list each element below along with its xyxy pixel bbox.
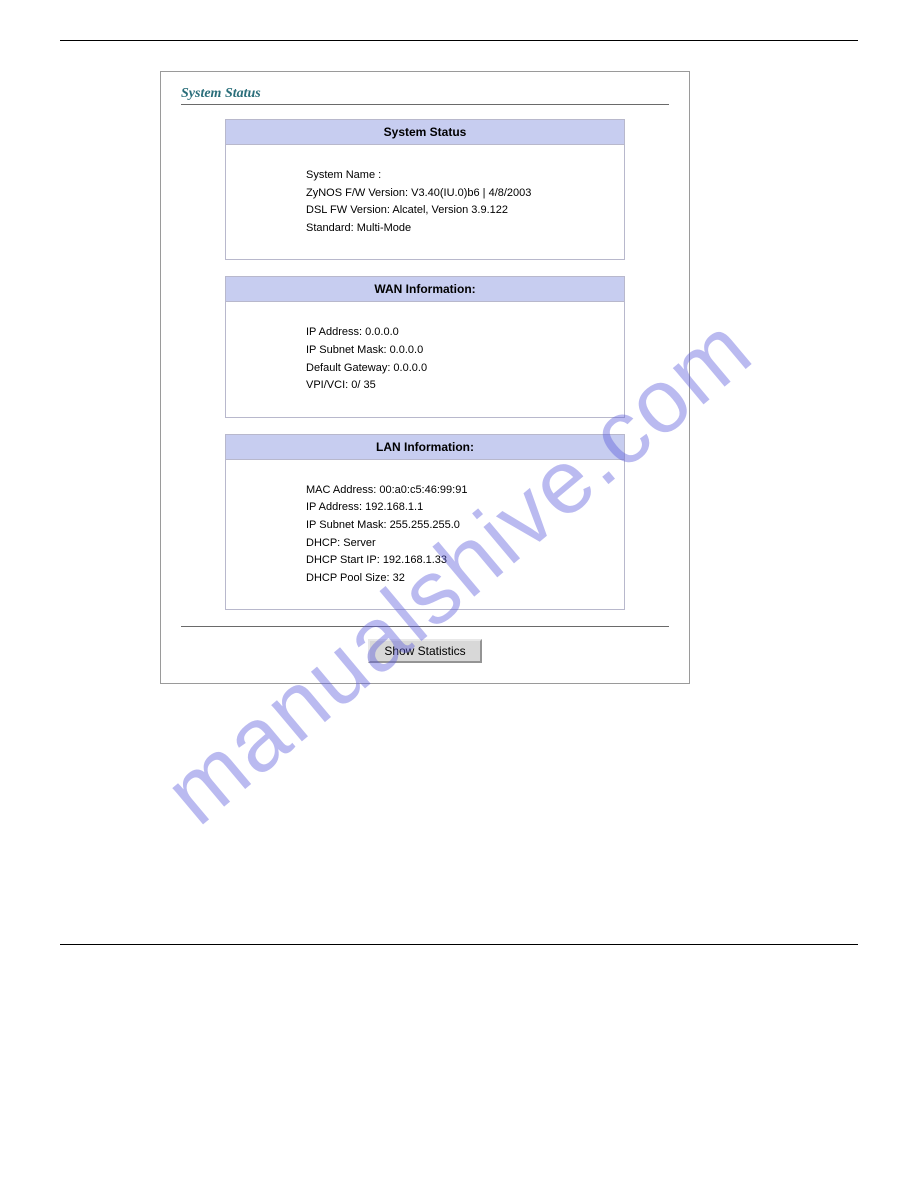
lan-subnet-row: IP Subnet Mask: 255.255.255.0 [306, 517, 604, 535]
wan-body: IP Address: 0.0.0.0 IP Subnet Mask: 0.0.… [226, 302, 624, 416]
standard-row: Standard: Multi-Mode [306, 220, 604, 238]
wan-header: WAN Information: [226, 277, 624, 302]
wan-vpivci-row: VPI/VCI: 0/ 35 [306, 377, 604, 395]
dsl-fw-row: DSL FW Version: Alcatel, Version 3.9.122 [306, 202, 604, 220]
title-rule [181, 104, 669, 105]
lan-dhcp-row: DHCP: Server [306, 535, 604, 553]
page-bottom-rule [60, 944, 858, 945]
lan-ip-row: IP Address: 192.168.1.1 [306, 499, 604, 517]
status-panel: System Status System Status System Name … [160, 71, 690, 684]
lan-dhcp-pool-row: DHCP Pool Size: 32 [306, 570, 604, 588]
wan-gateway-row: Default Gateway: 0.0.0.0 [306, 360, 604, 378]
zynos-fw-row: ZyNOS F/W Version: V3.40(IU.0)b6 | 4/8/2… [306, 185, 604, 203]
page-title: System Status [181, 86, 669, 102]
lan-body: MAC Address: 00:a0:c5:46:99:91 IP Addres… [226, 460, 624, 610]
lan-card: LAN Information: MAC Address: 00:a0:c5:4… [225, 434, 625, 611]
system-status-card: System Status System Name : ZyNOS F/W Ve… [225, 119, 625, 260]
show-statistics-button[interactable]: Show Statistics [368, 639, 481, 663]
page: System Status System Status System Name … [0, 0, 918, 985]
lan-mac-row: MAC Address: 00:a0:c5:46:99:91 [306, 482, 604, 500]
system-status-header: System Status [226, 120, 624, 145]
bottom-rule [181, 626, 669, 627]
wan-card: WAN Information: IP Address: 0.0.0.0 IP … [225, 276, 625, 417]
button-row: Show Statistics [181, 639, 669, 663]
page-top-rule [60, 40, 858, 41]
wan-ip-row: IP Address: 0.0.0.0 [306, 324, 604, 342]
wan-subnet-row: IP Subnet Mask: 0.0.0.0 [306, 342, 604, 360]
system-name-row: System Name : [306, 167, 604, 185]
system-status-body: System Name : ZyNOS F/W Version: V3.40(I… [226, 145, 624, 259]
lan-dhcp-start-row: DHCP Start IP: 192.168.1.33 [306, 552, 604, 570]
lan-header: LAN Information: [226, 435, 624, 460]
